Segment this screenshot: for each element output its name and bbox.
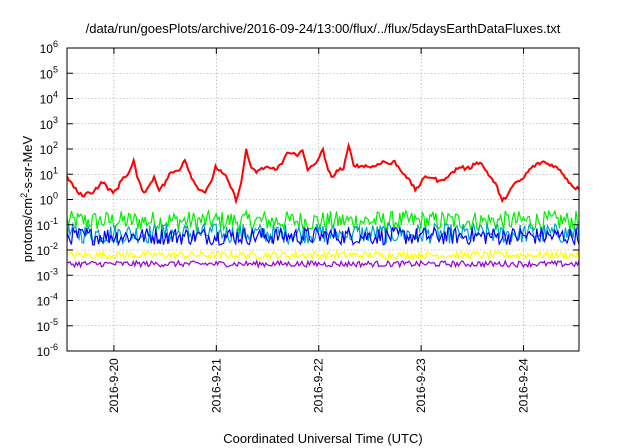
x-axis-label: Coordinated Universal Time (UTC) — [223, 431, 422, 446]
y-axis: 106 105 104 103 102 101 100 10-1 10-2 10-3 10-4 10-… — [37, 39, 579, 359]
y-tick-label: 10-2 — [37, 241, 58, 258]
y-tick-label: 10-1 — [37, 216, 58, 233]
y-tick-label: 104 — [40, 90, 58, 107]
y-tick-label: 102 — [40, 140, 58, 157]
x-tick-label: 2016-9-22 — [312, 358, 326, 413]
y-tick-label: 105 — [40, 64, 58, 81]
series-group — [66, 141, 580, 269]
y-axis-label: protons/cm2-s-sr-MeV — [19, 135, 35, 262]
y-tick-label: 10-6 — [37, 342, 58, 359]
y-tick-label: 103 — [40, 115, 58, 132]
plot-frame — [66, 47, 580, 352]
flux-series-line — [66, 141, 580, 205]
y-tick-label: 10-4 — [37, 292, 58, 309]
flux-series-line — [66, 226, 580, 247]
y-tick-label: 101 — [40, 165, 58, 182]
chart-title: /data/run/goesPlots/archive/2016-09-24/1… — [86, 21, 561, 36]
y-tick-label: 100 — [40, 191, 58, 208]
flux-series-line — [66, 249, 580, 262]
flux-series-line — [66, 259, 580, 269]
x-tick-label: 2016-9-24 — [517, 358, 531, 413]
x-tick-label: 2016-9-20 — [107, 358, 121, 413]
y-tick-label: 10-3 — [37, 266, 58, 283]
x-tick-label: 2016-9-23 — [414, 358, 428, 413]
grid — [67, 48, 579, 351]
y-tick-label: 106 — [40, 39, 58, 56]
flux-series-line — [66, 208, 580, 234]
y-tick-label: 10-5 — [37, 317, 58, 334]
x-tick-label: 2016-9-21 — [209, 358, 223, 413]
x-axis: 2016-9-20 2016-9-21 2016-9-22 2016-9-23 2016… — [107, 48, 531, 413]
